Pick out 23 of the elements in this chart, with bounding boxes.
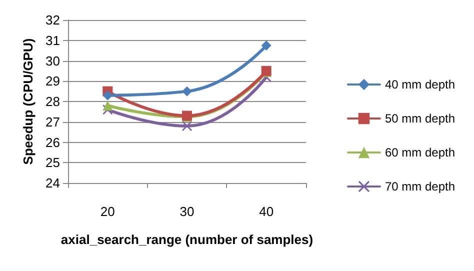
x-axis-title: axial_search_range (number of samples) xyxy=(60,232,314,247)
x-tick-label: 40 xyxy=(259,204,274,219)
y-tick-label: 28 xyxy=(46,94,60,109)
y-tick-label: 25 xyxy=(46,155,60,170)
x-tick-label: 30 xyxy=(180,204,194,219)
y-tick-label: 24 xyxy=(46,176,60,190)
y-tick-label: 31 xyxy=(46,32,60,48)
y-tick-label: 27 xyxy=(46,114,60,130)
y-tick-label: 26 xyxy=(46,134,60,150)
y-tick-label: 32 xyxy=(46,12,60,28)
point xyxy=(102,100,113,111)
legend-label: 60 mm depth xyxy=(384,146,456,160)
x-tick-label: 20 xyxy=(100,204,115,219)
y-axis-title: Speedup (CPU/GPU) xyxy=(20,38,36,165)
y-tick-label: 29 xyxy=(46,74,60,89)
point xyxy=(102,90,113,100)
legend-label: 40 mm depth xyxy=(384,78,456,92)
legend-label: 50 mm depth xyxy=(384,112,456,126)
point xyxy=(182,86,192,96)
y-tick-label: 30 xyxy=(46,53,60,68)
point xyxy=(261,40,272,50)
point xyxy=(182,120,192,131)
legend-label: 70 mm depth xyxy=(384,180,456,194)
